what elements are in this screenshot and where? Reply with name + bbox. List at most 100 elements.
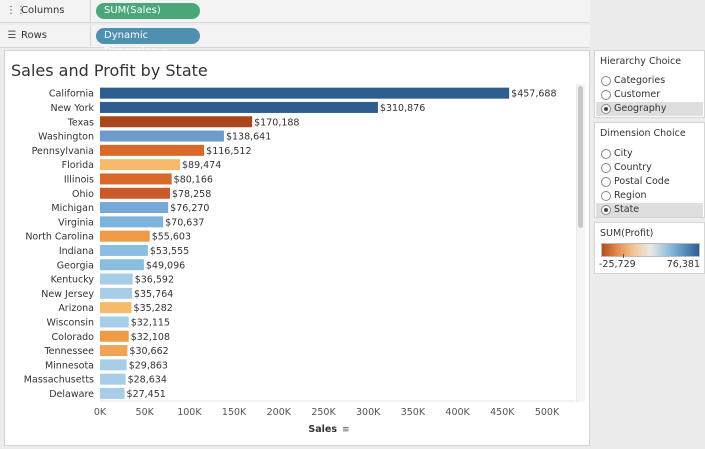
bar-kentucky[interactable]	[100, 273, 133, 285]
bar-value-label: $49,096	[146, 260, 185, 271]
radio-button-icon[interactable]	[601, 191, 611, 201]
category-label: Florida	[62, 160, 94, 171]
hierarchy-option-label: Customer	[614, 89, 661, 100]
bar-tennessee[interactable]	[100, 345, 128, 357]
bar-washington[interactable]	[100, 130, 224, 142]
dimension-option-label: Region	[614, 190, 647, 201]
category-label: Virginia	[58, 217, 94, 228]
bar-value-label: $55,603	[152, 232, 191, 243]
radio-button-icon[interactable]	[601, 104, 611, 114]
bar-massachusetts[interactable]	[100, 373, 126, 385]
dimension-option-region[interactable]: Region	[596, 189, 703, 203]
legend-min-label: -25,729	[599, 259, 636, 270]
rows-shelf: ☰ Rows Dynamic Dimension≡	[0, 25, 590, 57]
dimension-choice-title: Dimension Choice	[600, 128, 686, 139]
dimension-option-city[interactable]: City	[596, 147, 703, 161]
bar-virginia[interactable]	[100, 216, 164, 228]
bar-value-label: $76,270	[170, 203, 209, 214]
category-label: Delaware	[49, 389, 94, 400]
axis-sort-icon[interactable]: ≡	[342, 425, 350, 435]
bar-new-york[interactable]	[100, 101, 378, 113]
radio-button-icon[interactable]	[601, 177, 611, 187]
hierarchy-choice-panel: Hierarchy Choice Categories Customer Geogr…	[594, 50, 705, 118]
columns-shelf-label-box: ⋮⋮Columns	[6, 0, 91, 22]
radio-button-icon[interactable]	[601, 163, 611, 173]
category-label: Ohio	[72, 189, 94, 200]
dimension-option-label: Country	[614, 162, 652, 173]
x-tick-label: 300K	[356, 407, 381, 418]
radio-button-icon[interactable]	[601, 149, 611, 159]
bar-michigan[interactable]	[100, 202, 169, 214]
rows-icon: ☰	[7, 30, 17, 41]
x-tick-label: 0K	[94, 407, 107, 418]
vertical-scrollbar-thumb[interactable]	[578, 86, 583, 228]
hierarchy-option-categories[interactable]: Categories	[596, 74, 703, 88]
category-label: Kentucky	[51, 275, 95, 286]
bar-value-label: $35,764	[134, 289, 173, 300]
columns-label: Columns	[21, 5, 65, 16]
radio-button-icon[interactable]	[601, 90, 611, 100]
category-label: Illinois	[64, 174, 94, 185]
bar-pennsylvania[interactable]	[100, 144, 205, 156]
bar-texas[interactable]	[100, 116, 253, 128]
legend-zero-marker	[623, 254, 624, 258]
x-axis-title: Sales	[308, 424, 337, 435]
bar-florida[interactable]	[100, 159, 180, 171]
hierarchy-option-label: Categories	[614, 75, 666, 86]
category-label: California	[49, 89, 94, 100]
category-label: Arizona	[58, 303, 94, 314]
bar-value-label: $70,637	[165, 217, 204, 228]
bar-value-label: $30,662	[129, 346, 168, 357]
dimension-choice-panel: Dimension Choice City Country Postal Code R…	[594, 122, 705, 218]
dimension-option-label: City	[614, 148, 633, 159]
category-label: Georgia	[57, 260, 94, 271]
bar-indiana[interactable]	[100, 244, 148, 256]
bar-minnesota[interactable]	[100, 359, 127, 371]
radio-button-icon[interactable]	[601, 205, 611, 215]
bar-value-label: $53,555	[150, 246, 189, 257]
dimension-option-postal-code[interactable]: Postal Code	[596, 175, 703, 189]
category-label: Michigan	[51, 203, 94, 214]
dimension-option-country[interactable]: Country	[596, 161, 703, 175]
legend-max-label: 76,381	[666, 259, 700, 270]
radio-button-icon[interactable]	[601, 76, 611, 86]
hierarchy-option-customer[interactable]: Customer	[596, 88, 703, 102]
dimension-option-state[interactable]: State	[596, 203, 703, 217]
x-tick-label: 400K	[445, 407, 470, 418]
rows-shelf-label-box: ☰ Rows	[6, 25, 91, 47]
hierarchy-option-geography[interactable]: Geography	[596, 102, 703, 116]
category-label: Colorado	[52, 332, 95, 343]
x-tick-label: 100K	[177, 407, 202, 418]
bar-north-carolina[interactable]	[100, 230, 150, 242]
profit-color-legend: SUM(Profit) -25,729 76,381	[594, 222, 705, 274]
columns-icon: ⋮⋮	[6, 5, 26, 16]
bar-georgia[interactable]	[100, 259, 144, 271]
bar-arizona[interactable]	[100, 302, 132, 314]
x-tick-label: 150K	[222, 407, 247, 418]
bar-colorado[interactable]	[100, 330, 129, 342]
category-label: Texas	[67, 117, 94, 128]
bar-chart: California $457,688 New York $310,876 Texas $…	[24, 87, 575, 435]
bar-wisconsin[interactable]	[100, 316, 129, 328]
bar-value-label: $32,108	[131, 332, 170, 343]
category-label: Massachusetts	[24, 375, 94, 386]
x-tick-label: 450K	[490, 407, 515, 418]
bar-value-label: $457,688	[511, 89, 556, 100]
x-tick-label: 500K	[535, 407, 560, 418]
dynamic-dimension-pill[interactable]: Dynamic Dimension≡	[96, 28, 200, 57]
hierarchy-option-label: Geography	[614, 103, 667, 114]
legend-gradient	[601, 243, 700, 257]
vertical-scrollbar-track[interactable]	[576, 84, 585, 402]
bar-delaware[interactable]	[100, 387, 125, 399]
x-tick-label: 200K	[267, 407, 292, 418]
bar-value-label: $80,166	[174, 174, 213, 185]
bar-new-jersey[interactable]	[100, 287, 132, 299]
bar-ohio[interactable]	[100, 187, 170, 199]
chart-view: Sales and Profit by State California $457…	[4, 50, 590, 446]
bar-california[interactable]	[100, 87, 510, 99]
category-label: New York	[50, 103, 94, 114]
bar-illinois[interactable]	[100, 173, 172, 185]
category-label: Washington	[38, 132, 94, 143]
sum-sales-pill[interactable]: SUM(Sales)	[96, 3, 200, 19]
chart-title: Sales and Profit by State	[11, 61, 208, 80]
